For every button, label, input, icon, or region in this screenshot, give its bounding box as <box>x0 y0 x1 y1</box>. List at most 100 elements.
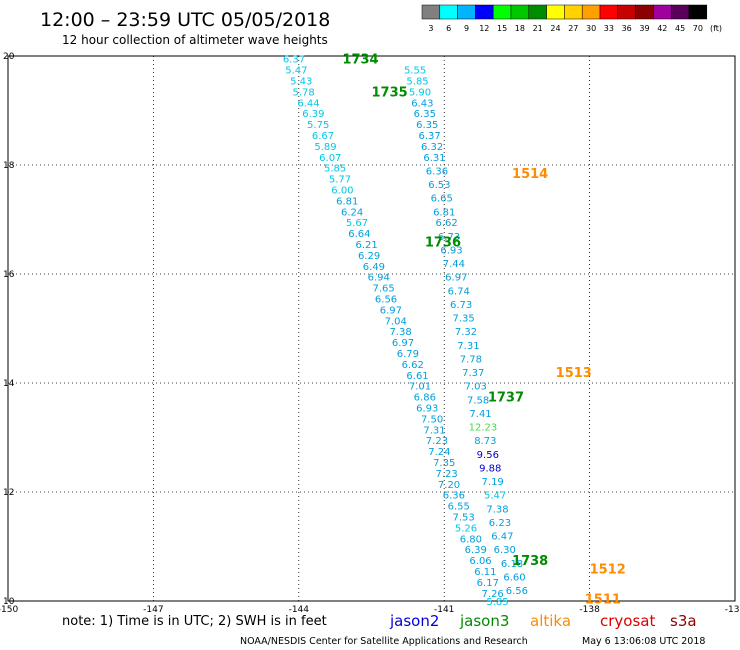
color-swatch <box>581 4 601 20</box>
wave-height-value: 9.56 <box>477 450 499 461</box>
wave-height-value: 7.23 <box>426 436 448 447</box>
wave-height-value: 7.32 <box>455 327 477 338</box>
pass-number-label: 1738 <box>512 554 548 569</box>
x-tick-label: -141 <box>434 605 454 615</box>
color-scale-label: 30 <box>586 24 596 33</box>
y-tick-label: 16 <box>3 270 15 280</box>
wave-height-value: 6.86 <box>414 393 436 404</box>
wave-height-value: 5.85 <box>406 77 428 88</box>
wave-height-value: 6.97 <box>445 273 467 284</box>
wave-height-value: 6.35 <box>416 120 438 131</box>
color-scale-label: 3 <box>428 24 433 33</box>
wave-height-value: 7.24 <box>428 447 450 458</box>
pass-number-label: 1512 <box>590 562 626 577</box>
wave-height-value: 12.23 <box>469 423 498 434</box>
color-scale-label: 24 <box>550 24 560 33</box>
chart-title: 12:00 – 23:59 UTC 05/05/2018 <box>40 9 330 31</box>
wave-height-value: 6.60 <box>503 572 525 583</box>
wave-height-value: 6.36 <box>426 166 448 177</box>
pass-labels: 1734 1735 1514 1736 1513 1737 1738 1512 1511 <box>342 53 625 608</box>
wave-height-value: 6.49 <box>363 262 385 273</box>
y-tick-label: 12 <box>3 488 14 498</box>
wave-height-value: 7.03 <box>465 382 487 393</box>
wave-height-value: 7.53 <box>452 513 474 524</box>
pass-number-label: 1514 <box>512 167 548 182</box>
wave-height-value: 7.31 <box>457 341 479 352</box>
wave-height-value: 6.31 <box>423 153 445 164</box>
color-swatch <box>617 4 636 20</box>
wave-height-value: 5.85 <box>324 164 346 175</box>
color-swatch <box>599 4 619 20</box>
wave-height-value: 7.20 <box>438 480 460 491</box>
color-swatch <box>457 4 476 20</box>
x-tick-label: -135 <box>725 605 740 615</box>
wave-height-value: 9.88 <box>479 463 501 474</box>
footer-timestamp: May 6 13:06:08 UTC 2018 <box>582 636 705 647</box>
wave-height-value: 5.26 <box>455 523 477 534</box>
wave-height-value: 6.39 <box>465 545 487 556</box>
color-swatch <box>653 4 672 20</box>
chart-subtitle: 12 hour collection of altimeter wave hei… <box>62 33 328 47</box>
wave-height-value: 6.94 <box>368 273 390 284</box>
wave-height-value: 7.38 <box>486 504 508 515</box>
wave-height-value: 6.43 <box>411 98 433 109</box>
color-scale-label: 27 <box>568 24 578 33</box>
color-scale-label: 15 <box>497 24 507 33</box>
pass-number-label: 1513 <box>556 366 592 381</box>
plot-frame <box>7 55 736 602</box>
wave-height-value: 6.23 <box>489 518 511 529</box>
color-swatch <box>528 4 547 20</box>
wave-height-value: 6.56 <box>506 586 528 597</box>
wave-height-value: 6.11 <box>474 567 496 578</box>
wave-height-value: 7.44 <box>443 259 465 270</box>
color-swatch <box>421 4 441 20</box>
wave-height-value: 5.77 <box>329 175 351 186</box>
x-tick-label: -144 <box>289 605 310 615</box>
satellite-legend-cryosat: cryosat <box>600 612 655 630</box>
wave-height-value: 6.56 <box>375 295 397 306</box>
color-scale-unit: (ft) <box>710 24 722 33</box>
wave-height-value: 6.21 <box>356 240 378 251</box>
wave-height-value: 6.55 <box>448 502 470 513</box>
wave-height-value: 5.90 <box>409 87 431 98</box>
wave-height-value: 6.73 <box>450 300 472 311</box>
wave-height-value: 7.38 <box>389 327 411 338</box>
wave-height-value: 6.81 <box>336 196 358 207</box>
wave-height-value: 6.07 <box>319 153 341 164</box>
wave-height-value: 7.65 <box>372 284 394 295</box>
satellite-legend: jason2 jason3 altika cryosat s3a <box>389 612 697 630</box>
color-scale-label: 21 <box>533 24 543 33</box>
wave-height-value: 6.64 <box>348 229 370 240</box>
wave-height-value: 6.79 <box>397 349 419 360</box>
wave-height-value: 6.61 <box>406 371 428 382</box>
wave-height-value: 6.97 <box>392 338 414 349</box>
wave-height-value: 6.62 <box>402 360 424 371</box>
grid <box>8 56 735 601</box>
wave-height-value: 7.04 <box>385 316 407 327</box>
wave-height-value: 7.78 <box>460 354 482 365</box>
satellite-legend-jason2: jason2 <box>389 612 439 630</box>
wave-height-value: 5.89 <box>314 142 336 153</box>
wave-height-value: 6.29 <box>358 251 380 262</box>
satellite-legend-jason3: jason3 <box>459 612 509 630</box>
wave-height-value: 6.74 <box>448 286 470 297</box>
y-axis-ticks: 10 12 14 16 18 20 <box>3 52 15 607</box>
wave-height-value: 8.73 <box>474 436 496 447</box>
x-axis-ticks: -150 -147 -144 -141 -138 -135 <box>0 605 740 615</box>
wave-height-value: 5.47 <box>285 66 307 77</box>
data-points: 6.375.475.435.786.446.395.756.675.896.07… <box>283 55 528 608</box>
y-tick-label: 18 <box>3 161 15 171</box>
y-tick-label: 10 <box>3 597 15 607</box>
wave-height-value: 5.85 <box>486 597 508 608</box>
color-scale-legend: 3 6 9 12 15 18 21 24 27 30 33 36 39 42 45 70 <box>421 4 708 33</box>
color-swatch <box>688 4 708 20</box>
color-swatch <box>635 4 654 20</box>
wave-height-value: 5.78 <box>293 87 315 98</box>
color-scale-label: 9 <box>464 24 469 33</box>
wave-height-value: 6.80 <box>460 534 482 545</box>
wave-height-value: 5.75 <box>307 120 329 131</box>
wave-height-value: 6.67 <box>312 131 334 142</box>
wave-height-value: 6.47 <box>491 532 513 543</box>
wave-height-value: 6.06 <box>469 556 491 567</box>
